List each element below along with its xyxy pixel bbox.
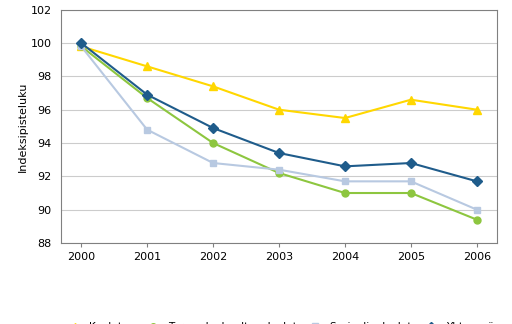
Y-axis label: Indeksipisteluku: Indeksipisteluku — [18, 81, 28, 171]
Legend: Koulutus, Terveydenhuoltopalvelut, Sosiaalipalvelut, Yhteensä: Koulutus, Terveydenhuoltopalvelut, Sosia… — [60, 318, 498, 324]
